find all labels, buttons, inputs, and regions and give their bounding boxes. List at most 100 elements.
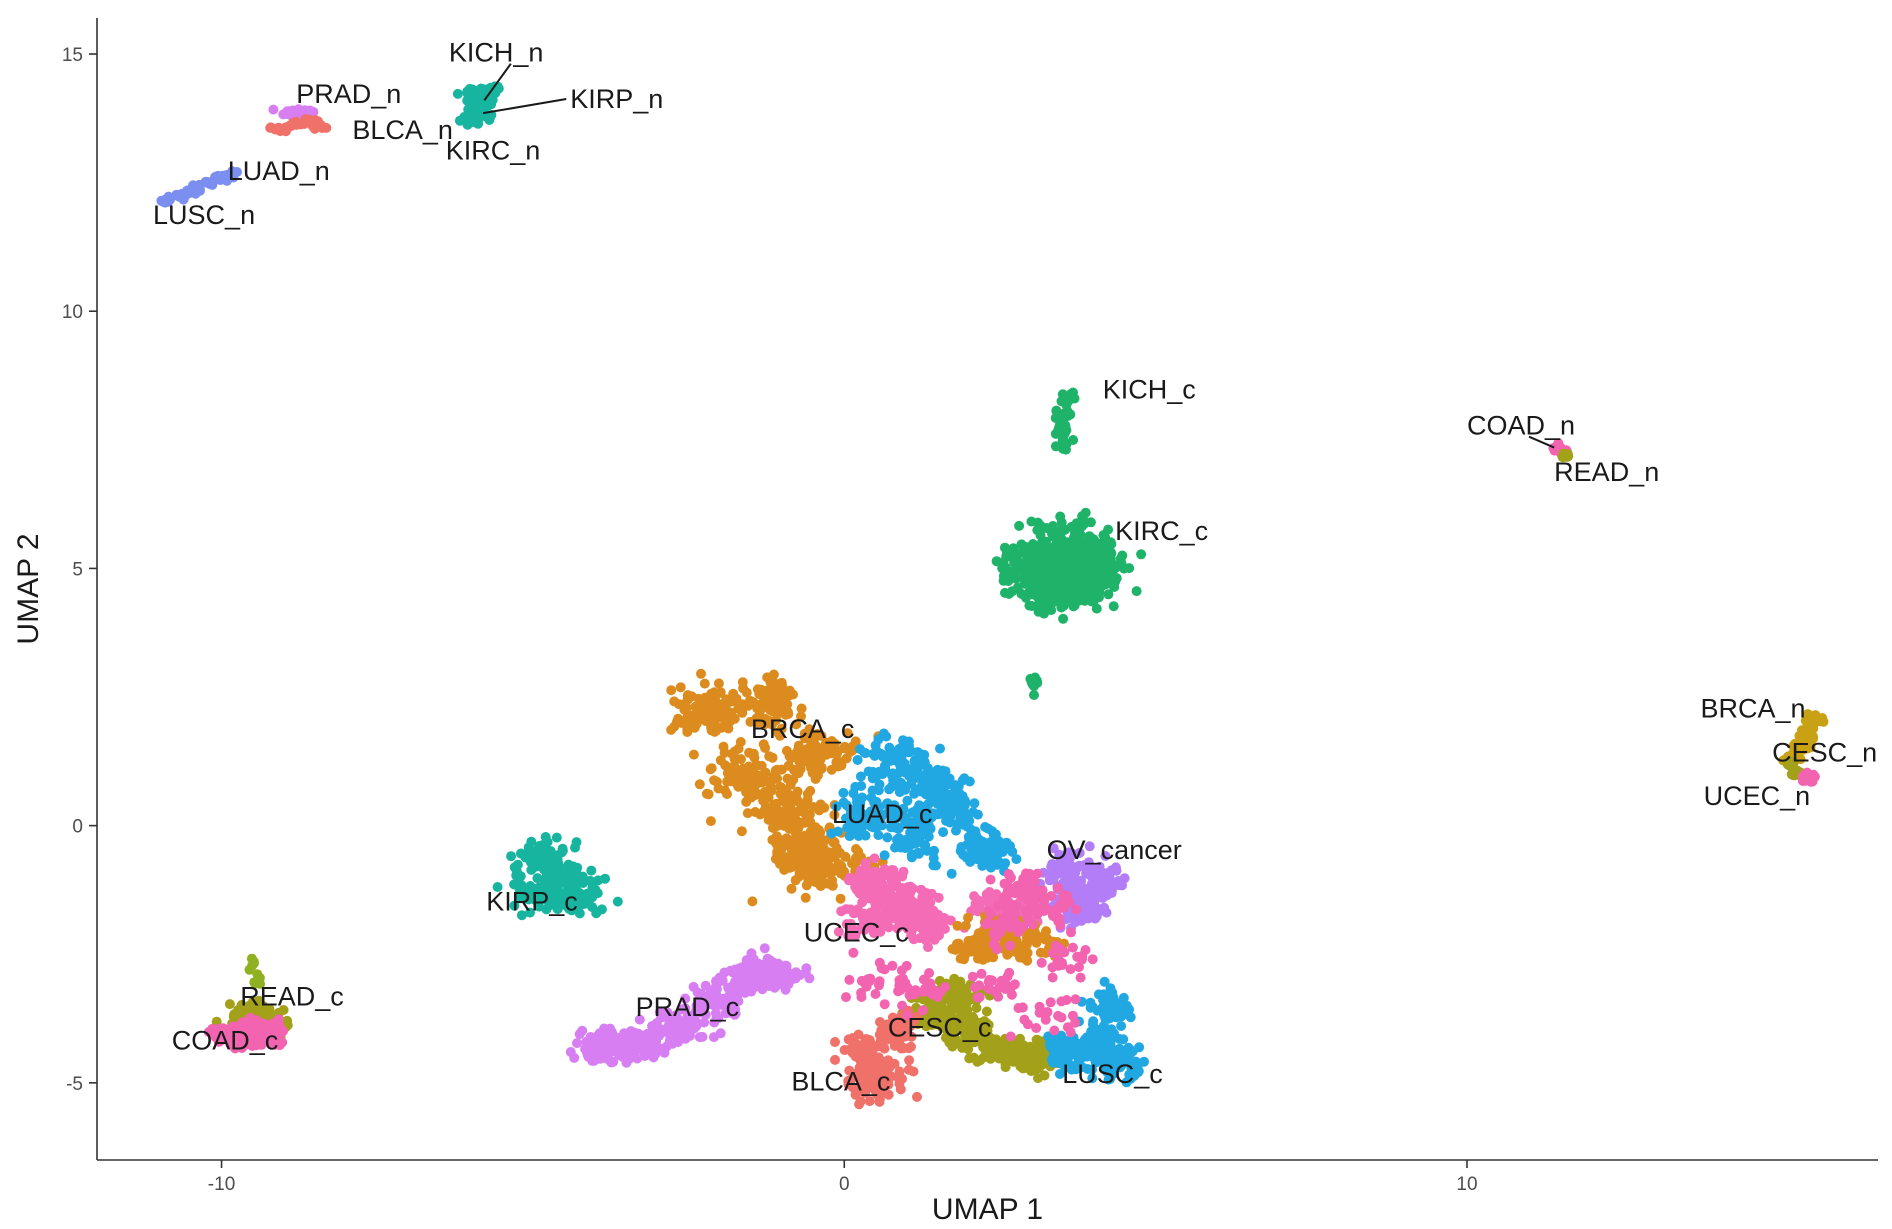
scatter-point [766,785,777,796]
scatter-point [830,1054,840,1065]
scatter-point [919,974,930,985]
scatter-point [767,960,778,971]
scatter-point [280,126,291,137]
scatter-point [600,873,611,884]
scatter-point [1100,562,1111,573]
scatter-point [923,807,934,818]
scatter-point [736,826,747,837]
scatter-point [706,725,717,736]
scatter-point [745,716,756,727]
cluster-label: LUAD_n [228,156,330,186]
scatter-point [900,767,911,778]
scatter-point [801,963,812,974]
scatter-point [1116,1021,1127,1031]
scatter-point [1005,922,1016,933]
scatter-point [815,827,826,838]
scatter-point [767,752,778,763]
scatter-point [697,1031,708,1042]
scatter-point [705,816,716,827]
scatter-point [941,914,952,925]
scatter-point [805,785,816,796]
scatter-point [468,87,479,97]
scatter-point [855,1096,866,1107]
scatter-point [877,769,888,780]
scatter-point [1099,902,1110,913]
scatter-point [914,848,924,859]
scatter-point [672,1024,683,1035]
scatter-point [818,835,829,846]
scatter-point [1119,563,1130,574]
scatter-point [781,795,792,806]
scatter-point [1076,951,1087,962]
scatter-point [866,792,877,803]
scatter-point [835,893,846,904]
scatter-point [1103,524,1114,535]
scatter-point [1085,566,1096,577]
scatter-point [842,728,853,739]
scatter-point [1032,525,1043,536]
scatter-point [866,883,877,894]
scatter-point [882,832,893,843]
scatter-point [719,967,730,978]
scatter-point [964,1053,975,1064]
scatter-point [765,677,776,688]
scatter-point [742,769,753,780]
scatter-point [792,786,803,797]
cluster-label: LUAD_c [832,799,933,829]
scatter-point [1056,599,1067,609]
scatter-point [800,892,811,903]
cluster-label: KICH_c [1103,375,1196,405]
scatter-point [726,696,737,707]
scatter-point [763,776,774,787]
scatter-point [772,773,783,784]
scatter-point [526,836,537,847]
scatter-point [788,764,799,775]
scatter-point [934,767,945,778]
scatter-point [619,1028,630,1039]
scatter-point [729,746,740,757]
scatter-point [688,749,699,760]
scatter-point [750,807,761,817]
scatter-point [730,764,741,775]
scatter-point [1059,947,1070,958]
scatter-point [955,846,966,856]
scatter-point [841,992,851,1003]
scatter-point [1092,1005,1103,1016]
scatter-point [662,1022,673,1032]
scatter-point [828,837,839,848]
scatter-point [781,745,792,756]
cluster-points [1025,672,1043,700]
scatter-point [1001,1045,1012,1056]
scatter-point [875,870,886,880]
scatter-point [886,822,896,833]
scatter-point [747,896,758,907]
scatter-point [937,809,948,819]
scatter-point [515,848,526,859]
scatter-point [919,749,930,760]
scatter-point [991,923,1002,933]
scatter-point [749,782,760,792]
scatter-point [1016,547,1027,558]
scatter-point [700,710,710,721]
cluster-label: PRAD_c [636,992,740,1022]
scatter-point [1030,1064,1041,1075]
cluster-label: BRCA_c [751,714,855,744]
scatter-point [775,730,785,741]
scatter-point [1070,994,1081,1005]
scatter-point [1014,520,1025,531]
cluster-label: UCEC_c [804,917,909,947]
scatter-point [859,977,870,988]
cluster-label: CESC_c [888,1013,992,1043]
scatter-point [1080,507,1091,518]
scatter-point [1063,562,1074,573]
scatter-point [909,989,920,1000]
scatter-point [860,858,871,869]
scatter-point [1025,1054,1036,1065]
scatter-point [247,960,258,971]
scatter-point [897,1073,907,1084]
scatter-point [741,687,752,698]
scatter-point [1029,676,1040,687]
scatter-point [511,866,522,877]
scatter-point [816,871,826,882]
